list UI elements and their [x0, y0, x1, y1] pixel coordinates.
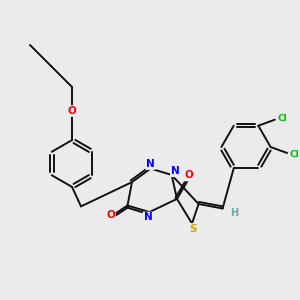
Text: S: S [190, 224, 197, 234]
Text: N: N [171, 166, 180, 176]
Text: O: O [184, 170, 194, 181]
Text: O: O [106, 210, 115, 220]
Text: H: H [230, 208, 238, 218]
Text: N: N [143, 212, 152, 223]
Text: Cl: Cl [290, 150, 299, 159]
Text: O: O [68, 106, 76, 116]
Text: Cl: Cl [278, 114, 287, 123]
Text: N: N [146, 159, 155, 169]
